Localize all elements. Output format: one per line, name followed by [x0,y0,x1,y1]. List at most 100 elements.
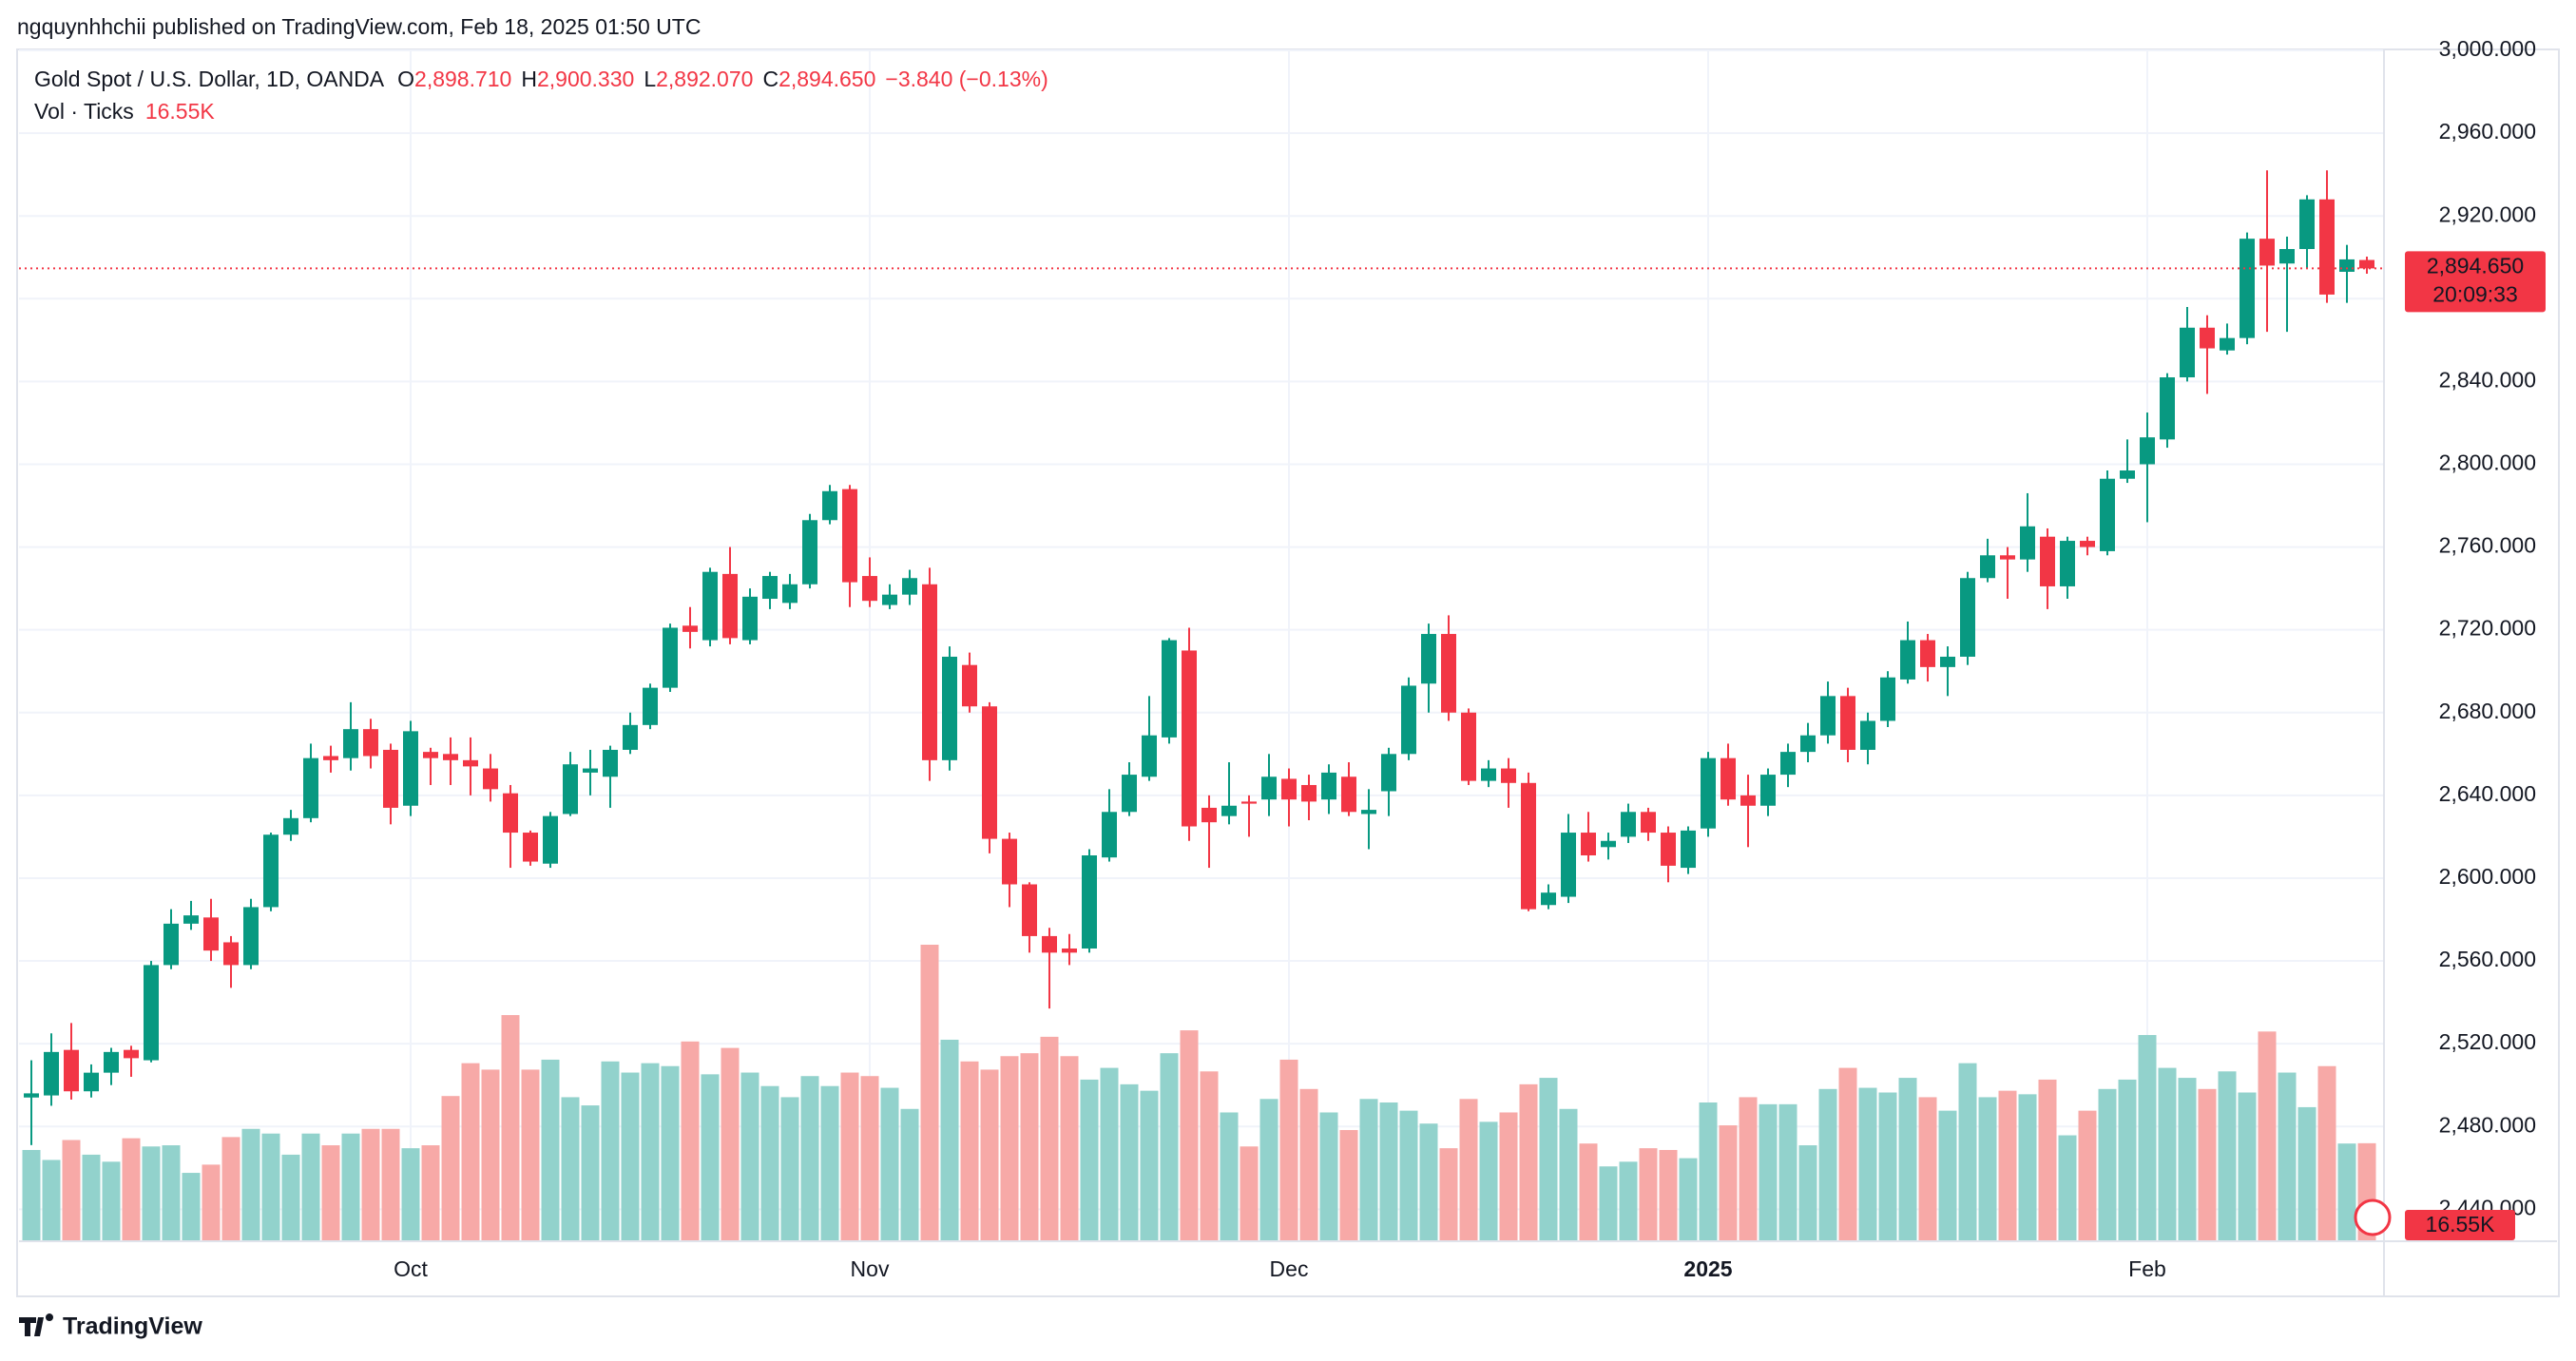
x-tick-label: Dec [1270,1256,1309,1281]
candle-body [1441,634,1456,713]
volume-bar [1659,1149,1678,1240]
volume-bar [1040,1036,1059,1240]
event-icon [2354,1198,2392,1236]
volume-bar [1539,1078,1558,1240]
candle-body [1261,776,1277,800]
volume-bar [461,1063,480,1240]
volume-bar [1878,1092,1897,1240]
volume-bar [241,1128,260,1240]
candle-body [24,1093,39,1098]
candle-body [403,731,418,806]
candle-body [1022,884,1037,936]
candle-body [1960,578,1975,657]
volume-bar [481,1069,500,1240]
volume-bar [860,1076,879,1240]
candle-body [1182,650,1197,827]
candle-body [443,754,458,760]
candle-body [2180,327,2195,378]
volume-bar [1399,1110,1418,1240]
volume-bar [361,1128,380,1240]
volume-bar [1499,1112,1518,1240]
ohlc-value: 2,894.650 [779,67,875,91]
volume-bar [42,1160,61,1240]
candle-body [1002,838,1017,885]
volume-bar [760,1085,779,1240]
volume-bar [900,1108,919,1240]
last-price-label: 2,894.650 [2427,253,2524,278]
volume-title: Vol · Ticks [34,99,134,124]
volume-bar [2158,1067,2177,1240]
volume-bar [521,1069,540,1240]
candle-body [203,917,219,951]
ohlc-key: H [521,67,537,91]
candle-body [1401,685,1416,755]
volume-bar [1459,1099,1478,1240]
volume-bar [1419,1123,1438,1240]
volume-bar [2178,1078,2197,1240]
candle-body [2040,536,2055,586]
candle-body [463,759,478,767]
volume-bar [2098,1088,2117,1240]
candle-body [1800,735,1816,753]
candle-body [283,817,298,835]
volume-bar [281,1154,300,1240]
volume-bar [341,1133,360,1240]
volume-bar [421,1145,440,1240]
candle-body [1421,634,1436,684]
volume-bar [1938,1110,1957,1240]
volume-bar [621,1072,640,1240]
candle-body [862,576,877,602]
volume-bar [2038,1079,2057,1240]
candle-body [1641,812,1656,834]
volume-value: 16.55K [145,99,216,124]
volume-bar [22,1149,41,1240]
candle-body [2299,199,2315,250]
volume-bar [1559,1108,1578,1240]
y-tick-label: 2,560.000 [2439,947,2536,971]
candle-body [1521,782,1536,910]
candle-body [2100,478,2115,551]
volume-bar [1699,1102,1718,1240]
x-tick-label: 2025 [1683,1256,1732,1281]
volume-bar [1978,1097,1997,1240]
volume-bar [2238,1092,2257,1240]
candle-body [104,1051,119,1073]
volume-bar [661,1065,680,1240]
volume-bar [1259,1099,1278,1240]
candle-body [842,489,857,583]
change-label: −3.840 (−0.13%) [885,67,1048,91]
candle-body [44,1051,59,1096]
volume-bar [162,1145,181,1240]
y-tick-label: 2,840.000 [2439,367,2536,392]
volume-bar [1918,1097,1937,1240]
volume-bar [1479,1121,1498,1240]
volume-bar [701,1074,720,1240]
candle-body [2259,239,2275,266]
candle-body [144,965,159,1061]
y-tick-label: 2,480.000 [2439,1112,2536,1137]
volume-bar [2258,1031,2277,1240]
volume-bar [142,1146,161,1240]
candle-body [323,756,338,760]
volume-bar [441,1096,460,1240]
volume-bar [820,1085,839,1240]
volume-bar [122,1138,141,1240]
volume-bar [1220,1112,1239,1240]
candle-body [343,729,358,758]
volume-bar [1998,1090,2017,1240]
volume-bar [780,1097,799,1240]
volume-bar [1299,1088,1318,1240]
volume-bar [221,1137,240,1240]
volume-bar [2218,1071,2237,1240]
candle-body [2279,249,2295,264]
candle-body [303,757,318,818]
volume-bar [541,1059,560,1240]
candle-body [2240,239,2255,338]
candle-body [563,764,578,815]
candle-body [1461,712,1476,781]
candle-body [1661,833,1676,866]
candle-body [882,594,897,605]
candle-body [623,724,638,750]
ohlc-key: L [644,67,656,91]
